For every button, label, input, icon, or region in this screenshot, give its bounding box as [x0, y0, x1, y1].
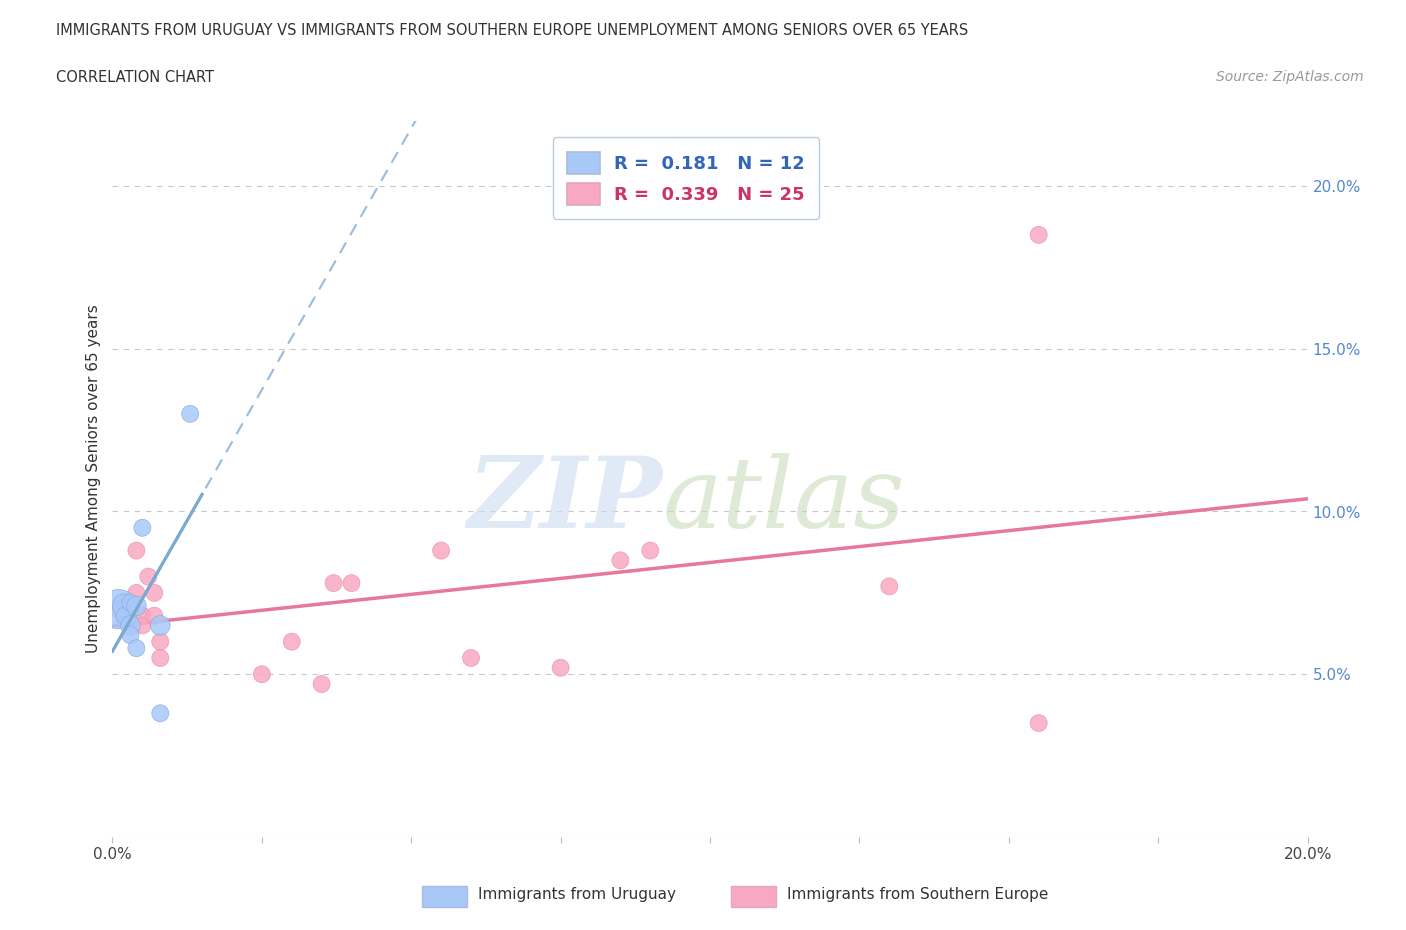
Point [120, 618, 142, 633]
Point [114, 608, 135, 623]
Text: IMMIGRANTS FROM URUGUAY VS IMMIGRANTS FROM SOUTHERN EUROPE UNEMPLOYMENT AMONG SE: IMMIGRANTS FROM URUGUAY VS IMMIGRANTS FR… [56, 23, 969, 38]
Text: atlas: atlas [662, 453, 905, 548]
Point [460, 651, 482, 666]
Point [125, 543, 148, 558]
Point [149, 651, 172, 666]
Point [311, 677, 333, 692]
Point [138, 569, 160, 584]
Point [125, 599, 148, 614]
Point [131, 608, 153, 623]
Point [114, 599, 135, 614]
Y-axis label: Unemployment Among Seniors over 65 years: Unemployment Among Seniors over 65 years [86, 305, 101, 653]
Point [131, 521, 153, 536]
Point [1028, 716, 1050, 731]
Point [114, 612, 135, 627]
Text: ZIP: ZIP [467, 452, 662, 549]
Point [125, 641, 148, 656]
Point [149, 618, 172, 633]
Point [125, 586, 148, 601]
Text: Immigrants from Southern Europe: Immigrants from Southern Europe [787, 887, 1049, 902]
Point [550, 660, 572, 675]
Point [107, 602, 129, 617]
Point [107, 602, 129, 617]
Point [879, 578, 901, 594]
Text: Source: ZipAtlas.com: Source: ZipAtlas.com [1216, 70, 1364, 84]
Point [250, 667, 273, 682]
Point [281, 634, 304, 649]
Point [120, 628, 142, 643]
Point [640, 543, 662, 558]
Point [120, 595, 142, 610]
Point [340, 576, 363, 591]
Legend: R =  0.181   N = 12, R =  0.339   N = 25: R = 0.181 N = 12, R = 0.339 N = 25 [553, 137, 820, 219]
Point [609, 552, 631, 567]
Point [430, 543, 453, 558]
Text: Immigrants from Uruguay: Immigrants from Uruguay [478, 887, 676, 902]
Point [120, 595, 142, 610]
Text: CORRELATION CHART: CORRELATION CHART [56, 70, 214, 85]
Point [143, 586, 166, 601]
Point [131, 618, 153, 633]
Point [143, 608, 166, 623]
Point [1028, 227, 1050, 242]
Point [149, 634, 172, 649]
Point [179, 406, 201, 421]
Point [322, 576, 344, 591]
Point [149, 706, 172, 721]
